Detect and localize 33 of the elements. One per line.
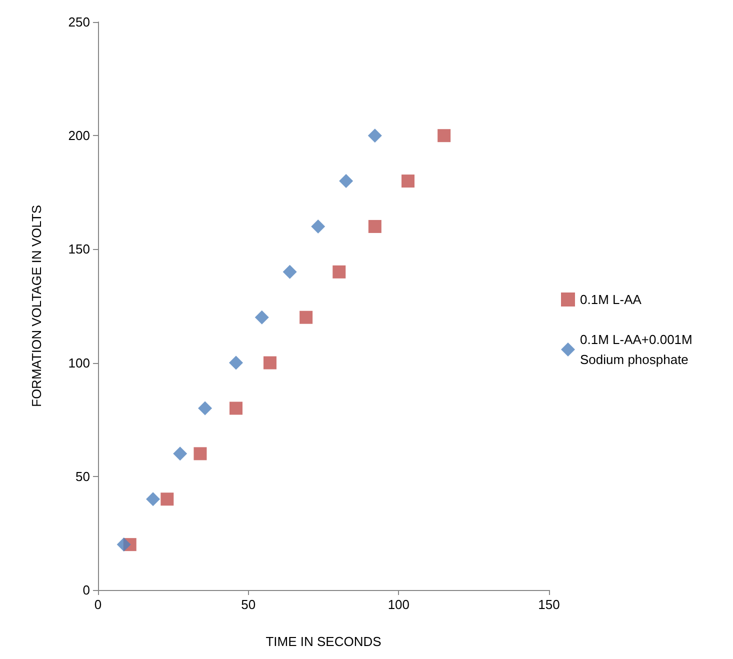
point <box>230 402 243 415</box>
point <box>401 174 414 188</box>
point <box>263 356 276 370</box>
point <box>300 310 313 324</box>
x-tick-label: 150 <box>538 597 560 612</box>
point <box>160 492 174 506</box>
x-axis-title: TIME IN SECONDS <box>266 634 382 649</box>
point <box>229 356 244 370</box>
point <box>311 219 326 234</box>
point <box>194 447 207 460</box>
point <box>254 310 269 324</box>
point <box>368 220 382 233</box>
y-axis-title: FORMATION VOLTAGE IN VOLTS <box>29 204 44 408</box>
y-tick-label: 250 <box>68 14 90 30</box>
point <box>198 401 212 416</box>
point <box>438 129 451 142</box>
point <box>146 492 160 506</box>
x-tick-label: 0 <box>94 597 102 612</box>
y-tick-label: 50 <box>76 468 90 484</box>
y-tick-label: 0 <box>82 582 90 598</box>
legend-label: 0.1M L-AA <box>580 292 642 307</box>
y-tick-label: 200 <box>68 128 90 144</box>
point <box>282 264 297 279</box>
point <box>339 174 354 188</box>
point <box>173 446 188 461</box>
x-tick-label: 50 <box>241 597 256 612</box>
legend-label: 0.1M L-AA+0.001M Sodium phosphate <box>580 332 696 367</box>
x-tick-label: 100 <box>388 597 410 612</box>
point <box>368 128 382 143</box>
point <box>332 265 346 278</box>
y-tick-label: 100 <box>68 355 90 370</box>
y-tick-label: 150 <box>68 242 90 257</box>
point <box>116 538 131 552</box>
